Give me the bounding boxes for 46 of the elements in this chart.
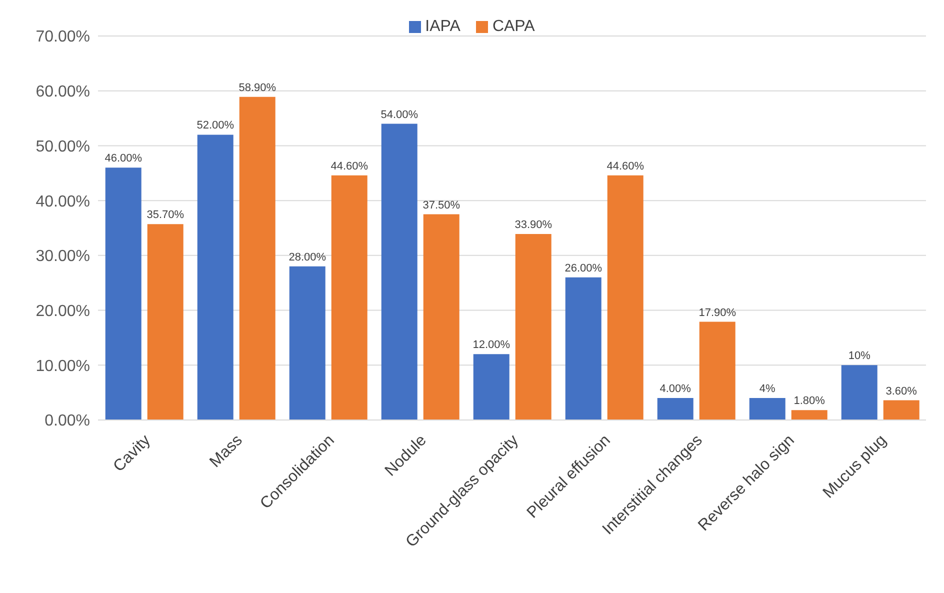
data-label: 10%	[848, 350, 871, 362]
data-label: 33.90%	[514, 219, 552, 232]
bar	[289, 266, 326, 420]
bar	[239, 96, 276, 420]
bar	[657, 398, 694, 420]
y-tick-label: 50.00%	[36, 138, 90, 156]
bar	[791, 410, 828, 420]
data-label: 35.70%	[146, 209, 184, 222]
data-label: 37.50%	[422, 199, 460, 212]
y-tick-label: 0.00%	[44, 412, 90, 430]
data-label: 46.00%	[104, 152, 142, 165]
legend-label: IAPA	[425, 18, 460, 36]
data-label: 44.60%	[330, 160, 368, 172]
bar	[607, 175, 644, 420]
y-tick-label: 70.00%	[36, 28, 90, 46]
bar	[699, 322, 736, 420]
data-label: 44.60%	[606, 160, 644, 172]
bar	[749, 398, 786, 420]
data-label: 28.00%	[288, 251, 326, 264]
bar	[515, 234, 552, 420]
bar	[565, 277, 602, 420]
bar	[423, 214, 460, 420]
data-label: 12.00%	[472, 339, 510, 352]
y-tick-label: 20.00%	[36, 302, 90, 320]
bar	[841, 365, 878, 420]
data-label: 54.00%	[380, 108, 418, 121]
y-tick-label: 30.00%	[36, 248, 90, 266]
y-tick-label: 10.00%	[36, 358, 90, 375]
y-tick-label: 60.00%	[36, 84, 90, 101]
y-tick-label: 40.00%	[36, 193, 90, 210]
data-label: 17.90%	[698, 306, 736, 319]
data-label: 26.00%	[564, 262, 602, 274]
bar	[381, 124, 418, 420]
data-label: 52.00%	[196, 120, 234, 132]
bar	[473, 354, 510, 420]
data-label: 1.80%	[794, 395, 826, 408]
data-label: 3.60%	[886, 385, 918, 398]
bar	[105, 168, 142, 420]
bar	[331, 175, 368, 420]
bar	[147, 224, 184, 420]
legend-label: CAPA	[492, 18, 535, 36]
data-label: 4.00%	[660, 383, 692, 396]
data-label: 58.90%	[238, 82, 276, 94]
bar	[883, 400, 920, 420]
bar	[197, 134, 234, 420]
data-label: 4%	[759, 383, 776, 396]
